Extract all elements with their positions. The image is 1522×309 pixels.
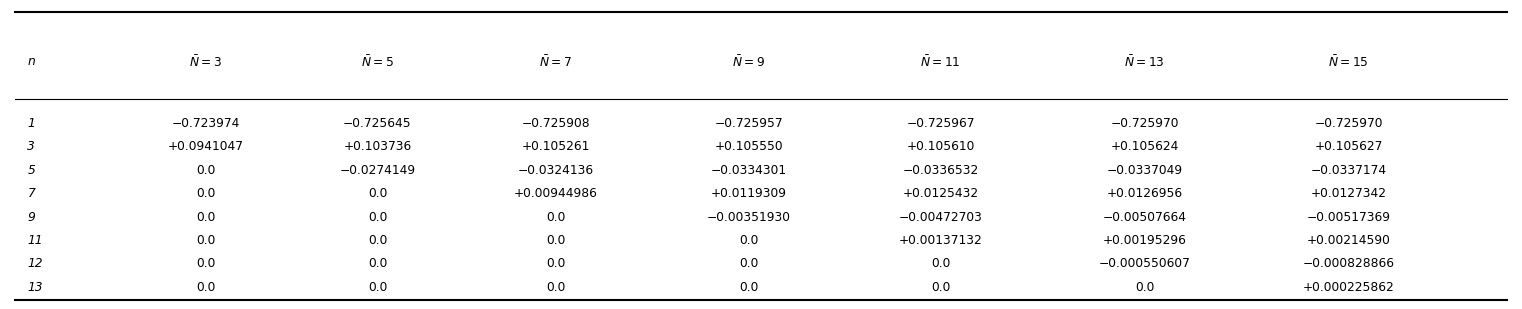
Text: $n$: $n$ xyxy=(27,55,37,68)
Text: 0.0: 0.0 xyxy=(368,234,387,247)
Text: −0.0274149: −0.0274149 xyxy=(339,164,416,177)
Text: 0.0: 0.0 xyxy=(546,257,565,270)
Text: 0.0: 0.0 xyxy=(368,211,387,224)
Text: 0.0: 0.0 xyxy=(740,281,758,294)
Text: −0.0336532: −0.0336532 xyxy=(903,164,979,177)
Text: 0.0: 0.0 xyxy=(368,187,387,200)
Text: $\bar{N} = 9$: $\bar{N} = 9$ xyxy=(732,54,766,70)
Text: +0.105261: +0.105261 xyxy=(522,141,589,154)
Text: 0.0: 0.0 xyxy=(368,281,387,294)
Text: −0.00351930: −0.00351930 xyxy=(706,211,791,224)
Text: −0.725645: −0.725645 xyxy=(342,117,412,130)
Text: 7: 7 xyxy=(27,187,35,200)
Text: −0.000828866: −0.000828866 xyxy=(1303,257,1394,270)
Text: +0.0125432: +0.0125432 xyxy=(903,187,979,200)
Text: +0.00195296: +0.00195296 xyxy=(1102,234,1187,247)
Text: 0.0: 0.0 xyxy=(196,281,215,294)
Text: $\bar{N} = 5$: $\bar{N} = 5$ xyxy=(361,54,394,70)
Text: +0.00214590: +0.00214590 xyxy=(1306,234,1391,247)
Text: +0.0941047: +0.0941047 xyxy=(167,141,244,154)
Text: 0.0: 0.0 xyxy=(546,234,565,247)
Text: 13: 13 xyxy=(27,281,43,294)
Text: 0.0: 0.0 xyxy=(1135,281,1154,294)
Text: +0.0126956: +0.0126956 xyxy=(1106,187,1183,200)
Text: −0.0337049: −0.0337049 xyxy=(1106,164,1183,177)
Text: 0.0: 0.0 xyxy=(196,187,215,200)
Text: $\bar{N} = 3$: $\bar{N} = 3$ xyxy=(189,54,222,70)
Text: −0.723974: −0.723974 xyxy=(172,117,239,130)
Text: +0.105627: +0.105627 xyxy=(1315,141,1382,154)
Text: +0.0127342: +0.0127342 xyxy=(1310,187,1387,200)
Text: 0.0: 0.0 xyxy=(546,281,565,294)
Text: 0.0: 0.0 xyxy=(196,257,215,270)
Text: 12: 12 xyxy=(27,257,43,270)
Text: −0.000550607: −0.000550607 xyxy=(1099,257,1190,270)
Text: 3: 3 xyxy=(27,141,35,154)
Text: −0.725970: −0.725970 xyxy=(1110,117,1180,130)
Text: 0.0: 0.0 xyxy=(196,164,215,177)
Text: +0.105624: +0.105624 xyxy=(1111,141,1178,154)
Text: −0.0334301: −0.0334301 xyxy=(711,164,787,177)
Text: −0.0337174: −0.0337174 xyxy=(1310,164,1387,177)
Text: $\bar{N} = 15$: $\bar{N} = 15$ xyxy=(1329,54,1368,70)
Text: 0.0: 0.0 xyxy=(546,211,565,224)
Text: +0.000225862: +0.000225862 xyxy=(1303,281,1394,294)
Text: 11: 11 xyxy=(27,234,43,247)
Text: 0.0: 0.0 xyxy=(196,211,215,224)
Text: −0.0324136: −0.0324136 xyxy=(517,164,594,177)
Text: 5: 5 xyxy=(27,164,35,177)
Text: −0.725970: −0.725970 xyxy=(1313,117,1383,130)
Text: 0.0: 0.0 xyxy=(368,257,387,270)
Text: 0.0: 0.0 xyxy=(740,234,758,247)
Text: $\bar{N} = 11$: $\bar{N} = 11$ xyxy=(921,54,960,70)
Text: −0.725967: −0.725967 xyxy=(906,117,976,130)
Text: −0.725908: −0.725908 xyxy=(521,117,591,130)
Text: −0.00507664: −0.00507664 xyxy=(1102,211,1187,224)
Text: +0.00137132: +0.00137132 xyxy=(898,234,983,247)
Text: +0.105610: +0.105610 xyxy=(907,141,974,154)
Text: −0.00517369: −0.00517369 xyxy=(1306,211,1391,224)
Text: +0.105550: +0.105550 xyxy=(714,141,784,154)
Text: +0.00944986: +0.00944986 xyxy=(513,187,598,200)
Text: 0.0: 0.0 xyxy=(740,257,758,270)
Text: −0.00472703: −0.00472703 xyxy=(898,211,983,224)
Text: +0.0119309: +0.0119309 xyxy=(711,187,787,200)
Text: +0.103736: +0.103736 xyxy=(344,141,411,154)
Text: 1: 1 xyxy=(27,117,35,130)
Text: 9: 9 xyxy=(27,211,35,224)
Text: 0.0: 0.0 xyxy=(931,257,950,270)
Text: $\bar{N} = 7$: $\bar{N} = 7$ xyxy=(539,54,572,70)
Text: 0.0: 0.0 xyxy=(196,234,215,247)
Text: $\bar{N} = 13$: $\bar{N} = 13$ xyxy=(1125,54,1164,70)
Text: 0.0: 0.0 xyxy=(931,281,950,294)
Text: −0.725957: −0.725957 xyxy=(714,117,784,130)
